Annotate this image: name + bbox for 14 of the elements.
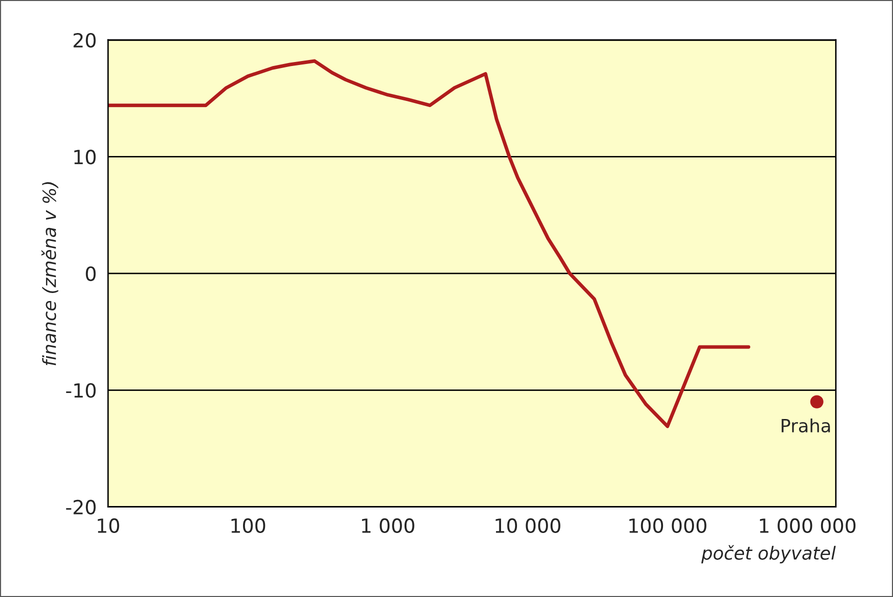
y-tick-label: 10 [74,150,96,164]
y-tick-label: 0 [86,266,96,282]
y-tick-label: -20 [66,500,96,515]
x-tick-label: 100 000 [629,518,706,534]
y-tick-label: 20 [74,32,96,48]
y-tick-label: -10 [66,383,96,398]
x-tick-label: 10 [98,518,120,534]
series-label: Praha [782,418,830,432]
y-axis-title: finance (změna v %) [41,182,58,366]
x-tick-label: 100 [231,518,266,534]
x-tick-label: 10 000 [496,518,560,534]
x-tick-label: 1 000 000 [760,518,856,534]
x-tick-label: 1 000 [362,518,414,534]
x-axis-title: počet obyvatel [701,545,836,564]
